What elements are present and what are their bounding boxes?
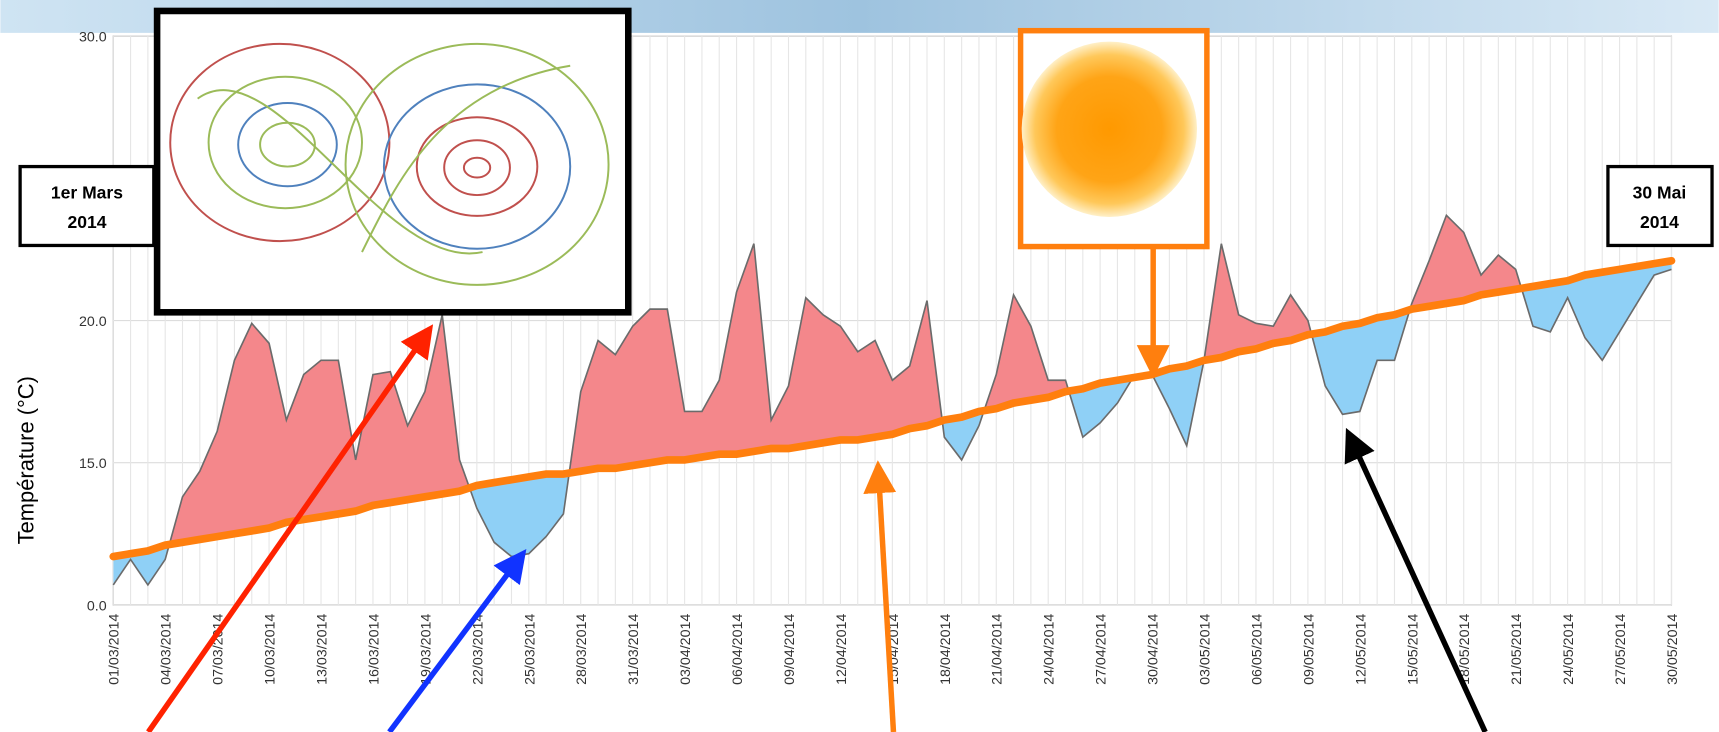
- x-tick-label: 18/05/2014: [1457, 614, 1473, 685]
- x-tick-label: 28/03/2014: [574, 614, 590, 685]
- annotation-text: 2014: [1640, 212, 1679, 232]
- x-tick-label: 19/03/2014: [418, 614, 434, 685]
- y-tick-label: 15.0: [79, 456, 107, 472]
- annotation-text: 30 Mai: [1633, 182, 1687, 202]
- annotation-start: 1er Mars 2014: [18, 164, 156, 248]
- x-tick-label: 01/03/2014: [107, 614, 123, 685]
- x-tick-label: 06/04/2014: [730, 614, 746, 685]
- annotation-text: 2014: [67, 212, 106, 232]
- sun-image: [1017, 27, 1210, 250]
- annotation-end: 30 Mai 2014: [1606, 164, 1714, 248]
- x-tick-label: 06/05/2014: [1249, 614, 1265, 685]
- x-tick-label: 07/03/2014: [211, 614, 227, 685]
- x-tick-label: 10/03/2014: [263, 614, 279, 685]
- x-tick-label: 09/04/2014: [782, 614, 798, 685]
- normal-line: [109, 256, 1676, 561]
- temperature-line: [112, 213, 1672, 587]
- x-tick-label: 30/04/2014: [1146, 614, 1162, 685]
- x-tick-label: 18/04/2014: [938, 614, 954, 685]
- x-tick-label: 21/04/2014: [990, 614, 1006, 685]
- x-tick-label: 30/05/2014: [1665, 614, 1681, 685]
- x-tick-label: 27/05/2014: [1613, 614, 1629, 685]
- x-tick-label: 27/04/2014: [1094, 614, 1110, 685]
- annotation-box: [1606, 164, 1714, 248]
- x-tick-label: 12/04/2014: [834, 614, 850, 685]
- x-tick-label: 03/05/2014: [1198, 614, 1214, 685]
- annotation-text: 1er Mars: [51, 182, 123, 202]
- y-tick-label: 0.0: [87, 598, 107, 614]
- x-tick-label: 09/05/2014: [1301, 614, 1317, 685]
- x-tick-label: 03/04/2014: [678, 614, 694, 685]
- x-tick-label: 25/03/2014: [522, 614, 538, 685]
- attractor-image: [153, 7, 632, 316]
- x-tick-label: 04/03/2014: [159, 614, 175, 685]
- y-tick-label: 20.0: [79, 314, 107, 330]
- x-tick-label: 13/03/2014: [314, 614, 330, 685]
- x-tick-label: 16/03/2014: [366, 614, 382, 685]
- y-axis-label: Température (°C): [13, 376, 38, 544]
- y-tick-label: 30.0: [79, 30, 107, 46]
- x-tick-label: 31/03/2014: [626, 614, 642, 685]
- x-tick-label: 24/04/2014: [1042, 614, 1058, 685]
- x-tick-label: 24/05/2014: [1561, 614, 1577, 685]
- x-tick-label: 15/05/2014: [1405, 614, 1421, 685]
- x-tick-label: 12/05/2014: [1353, 614, 1369, 685]
- arrows: [146, 246, 1488, 732]
- x-tick-label: 22/03/2014: [470, 614, 486, 685]
- x-tick-label: 21/05/2014: [1509, 614, 1525, 685]
- annotation-box: [18, 164, 156, 248]
